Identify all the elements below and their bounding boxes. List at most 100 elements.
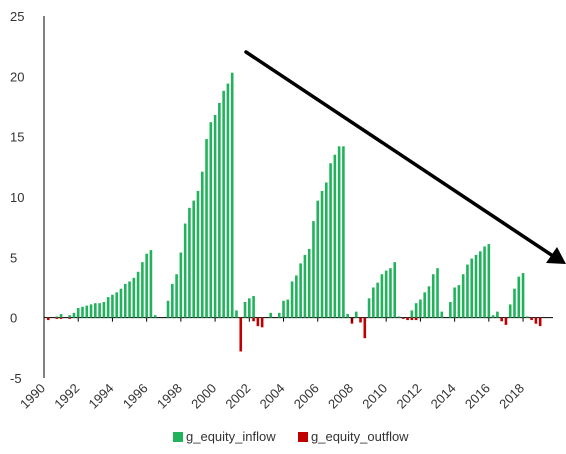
legend-label-outflow: g_equity_outflow (311, 429, 409, 444)
bar-equity-inflow (367, 298, 371, 318)
bar-equity-inflow (102, 301, 106, 318)
bar-equity-inflow (389, 268, 392, 318)
bar-equity-inflow (166, 300, 170, 318)
x-tick-label: 2000 (188, 381, 219, 412)
bar-equity-inflow (136, 271, 140, 318)
bar-equity-outflow (256, 317, 260, 327)
bar-equity-inflow (89, 304, 93, 318)
bar-equity-inflow (431, 274, 435, 318)
x-tick-label: 2014 (428, 381, 459, 412)
bar-equity-inflow (218, 102, 221, 318)
x-tick-label: 2002 (222, 381, 253, 412)
bar-equity-inflow (196, 190, 200, 318)
bar-equity-inflow (316, 200, 320, 318)
legend-label-inflow: g_equity_inflow (186, 429, 276, 444)
bar-equity-outflow (359, 317, 362, 323)
bar-equity-inflow (128, 281, 131, 318)
bar-equity-outflow (401, 317, 405, 319)
bar-equity-inflow (175, 274, 178, 318)
bar-equity-inflow (470, 258, 474, 318)
bar-equity-outflow (504, 317, 508, 325)
bar-equity-inflow (295, 275, 298, 318)
bar-equity-inflow (286, 299, 290, 318)
bar-equity-inflow (222, 90, 225, 318)
bar-equity-inflow (457, 285, 461, 318)
bar-equity-inflow (282, 300, 285, 318)
bar-equity-inflow (397, 316, 401, 318)
bar-equity-inflow (496, 311, 499, 318)
trend-arrow-line (244, 50, 558, 260)
bar-equity-inflow (141, 262, 144, 318)
bar-equity-inflow (325, 182, 328, 318)
x-tick-label: 2016 (462, 381, 493, 412)
x-tick-label: 2004 (257, 381, 288, 412)
bar-equity-inflow (526, 316, 529, 318)
bar-equity-inflow (303, 254, 307, 318)
bar-equity-inflow (521, 273, 525, 318)
bar-equity-inflow (474, 254, 478, 318)
bar-equity-inflow (427, 286, 431, 318)
bar-equity-inflow (72, 312, 76, 318)
legend-swatch-inflow (173, 432, 183, 442)
bar-equity-inflow (183, 223, 187, 318)
bar-equity-inflow (200, 171, 204, 318)
bar-equity-inflow (354, 311, 358, 318)
bar-equity-outflow (500, 317, 503, 322)
bar-equity-outflow (68, 317, 71, 319)
bar-equity-inflow (517, 276, 521, 318)
y-tick-label: 5 (10, 250, 17, 265)
y-tick-label: 15 (10, 130, 24, 145)
bar-equity-inflow (449, 301, 452, 318)
bar-equity-inflow (226, 83, 230, 318)
bar-equity-inflow (372, 287, 375, 318)
bar-equity-inflow (513, 288, 516, 318)
trend-arrow-head (546, 247, 566, 264)
bar-equity-inflow (235, 310, 238, 318)
bar-equity-inflow (132, 277, 136, 318)
bar-equity-inflow (149, 250, 153, 318)
x-tick-label: 2018 (496, 381, 527, 412)
bar-equity-inflow (94, 303, 97, 318)
x-tick-label: 1992 (51, 381, 82, 412)
bar-equity-inflow (440, 311, 444, 318)
bar-equity-inflow (269, 312, 272, 318)
bar-equity-inflow (419, 299, 422, 318)
y-tick-label: 0 (10, 311, 17, 326)
bar-equity-inflow (461, 274, 465, 318)
bar-equity-inflow (320, 190, 324, 318)
bar-equity-inflow (179, 252, 183, 318)
x-tick-label: 2012 (393, 381, 424, 412)
bar-equity-inflow (205, 139, 208, 318)
bar-equity-inflow (55, 316, 59, 318)
bar-equity-inflow (466, 264, 469, 318)
bar-equity-inflow (252, 295, 255, 318)
bar-equity-inflow (414, 303, 418, 318)
bars (46, 72, 542, 352)
bar-equity-inflow (243, 301, 247, 318)
bar-equity-inflow (59, 314, 63, 318)
bar-equity-outflow (59, 317, 63, 319)
bar-equity-inflow (115, 292, 119, 318)
bar-equity-inflow (123, 283, 127, 318)
x-tick-label: 2010 (359, 381, 390, 412)
bar-equity-inflow (380, 274, 384, 318)
y-axis-tick-labels: -5 0 5 10 15 20 25 (10, 9, 24, 386)
bar-equity-inflow (478, 251, 482, 318)
bar-equity-inflow (277, 312, 281, 318)
bar-equity-outflow (538, 317, 542, 327)
bar-equity-inflow (307, 248, 311, 318)
bar-equity-inflow (333, 154, 337, 318)
bar-equity-inflow (68, 315, 71, 318)
bar-equity-inflow (423, 292, 426, 318)
bar-equity-inflow (248, 298, 251, 318)
bar-equity-outflow (46, 317, 50, 321)
x-tick-label: 1996 (120, 381, 151, 412)
x-tick-label: 2008 (325, 381, 356, 412)
bar-equity-inflow (119, 288, 123, 318)
bar-equity-inflow (171, 283, 174, 318)
bar-equity-inflow (393, 262, 397, 318)
bar-equity-inflow (346, 314, 349, 318)
bar-equity-inflow (376, 282, 379, 318)
